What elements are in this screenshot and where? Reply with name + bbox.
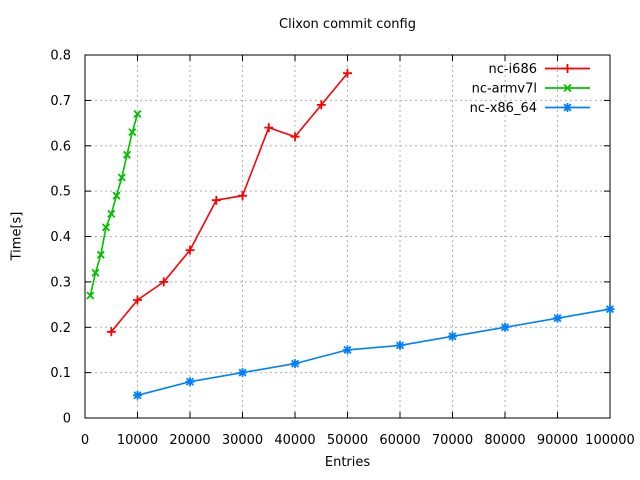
y-tick-label: 0.5 [50,185,71,200]
y-tick-label: 0.2 [50,321,71,336]
x-tick-label: 10000 [117,433,158,448]
series-marker-nc-i686 [106,327,116,337]
legend-label-nc-x86_64: nc-x86_64 [470,101,537,116]
x-tick-label: 40000 [274,433,315,448]
x-tick-label: 20000 [169,433,210,448]
series-marker-nc-x86_64 [238,368,247,378]
series-marker-nc-i686 [238,191,247,201]
series-marker-nc-i686 [185,245,195,255]
series-line-nc-i686 [110,72,349,333]
series-line-nc-armv7l [89,113,139,296]
series-marker-nc-armv7l [128,128,137,137]
series-marker-nc-x86_64 [133,390,142,400]
series-marker-nc-armv7l [107,209,116,218]
series-marker-nc-i686 [290,132,300,142]
series-marker-nc-i686 [159,277,169,287]
series-marker-nc-armv7l [133,109,142,119]
x-tick-label: 60000 [379,433,420,448]
y-tick-label: 0.4 [50,230,71,245]
x-tick-label: 100000 [585,433,635,448]
series-marker-nc-x86_64 [290,359,300,369]
y-tick-label: 0.6 [50,139,71,154]
series-marker-nc-armv7l [117,173,126,182]
series-marker-nc-armv7l [122,150,132,159]
x-tick-label: 50000 [327,433,368,448]
series-marker-nc-x86_64 [553,313,562,323]
x-axis-label: Entries [324,455,371,470]
y-tick-label: 0.1 [50,366,71,381]
x-tick-label: 70000 [432,433,473,448]
series-marker-nc-x86_64 [500,322,510,332]
series-marker-nc-armv7l [86,291,95,300]
series-marker-nc-i686 [133,295,142,305]
series-marker-nc-i686 [343,68,352,78]
legend-marker-nc-i686 [563,64,572,73]
series-marker-nc-armv7l [112,191,121,200]
series-marker-nc-x86_64 [395,340,405,350]
legend-marker-nc-x86_64 [563,103,572,112]
series-marker-nc-i686 [211,195,221,205]
series-marker-nc-i686 [316,100,326,110]
plot-border [84,54,611,419]
x-tick-label: 90000 [537,433,578,448]
legend-label-nc-i686: nc-i686 [488,62,537,77]
legend-marker-nc-armv7l [563,83,572,93]
y-axis-label: Time[s] [9,211,25,261]
legend-label-nc-armv7l: nc-armv7l [472,82,537,97]
series-marker-nc-armv7l [91,268,100,277]
series-marker-nc-i686 [264,123,274,133]
series-marker-nc-x86_64 [448,331,457,341]
x-tick-label: 30000 [222,433,263,448]
y-tick-label: 0.3 [50,275,71,290]
series-marker-nc-x86_64 [185,377,195,387]
series-marker-nc-armv7l [101,223,111,232]
x-tick-label: 80000 [484,433,525,448]
series-marker-nc-x86_64 [343,345,352,355]
series-marker-nc-x86_64 [605,304,615,314]
chart-title: Clixon commit config [279,17,416,32]
y-tick-label: 0.8 [50,49,71,64]
x-tick-label: 0 [81,433,89,448]
series-line-nc-x86_64 [137,308,611,397]
y-tick-label: 0 [63,412,71,427]
y-tick-label: 0.7 [50,94,71,109]
series-marker-nc-armv7l [96,250,105,259]
